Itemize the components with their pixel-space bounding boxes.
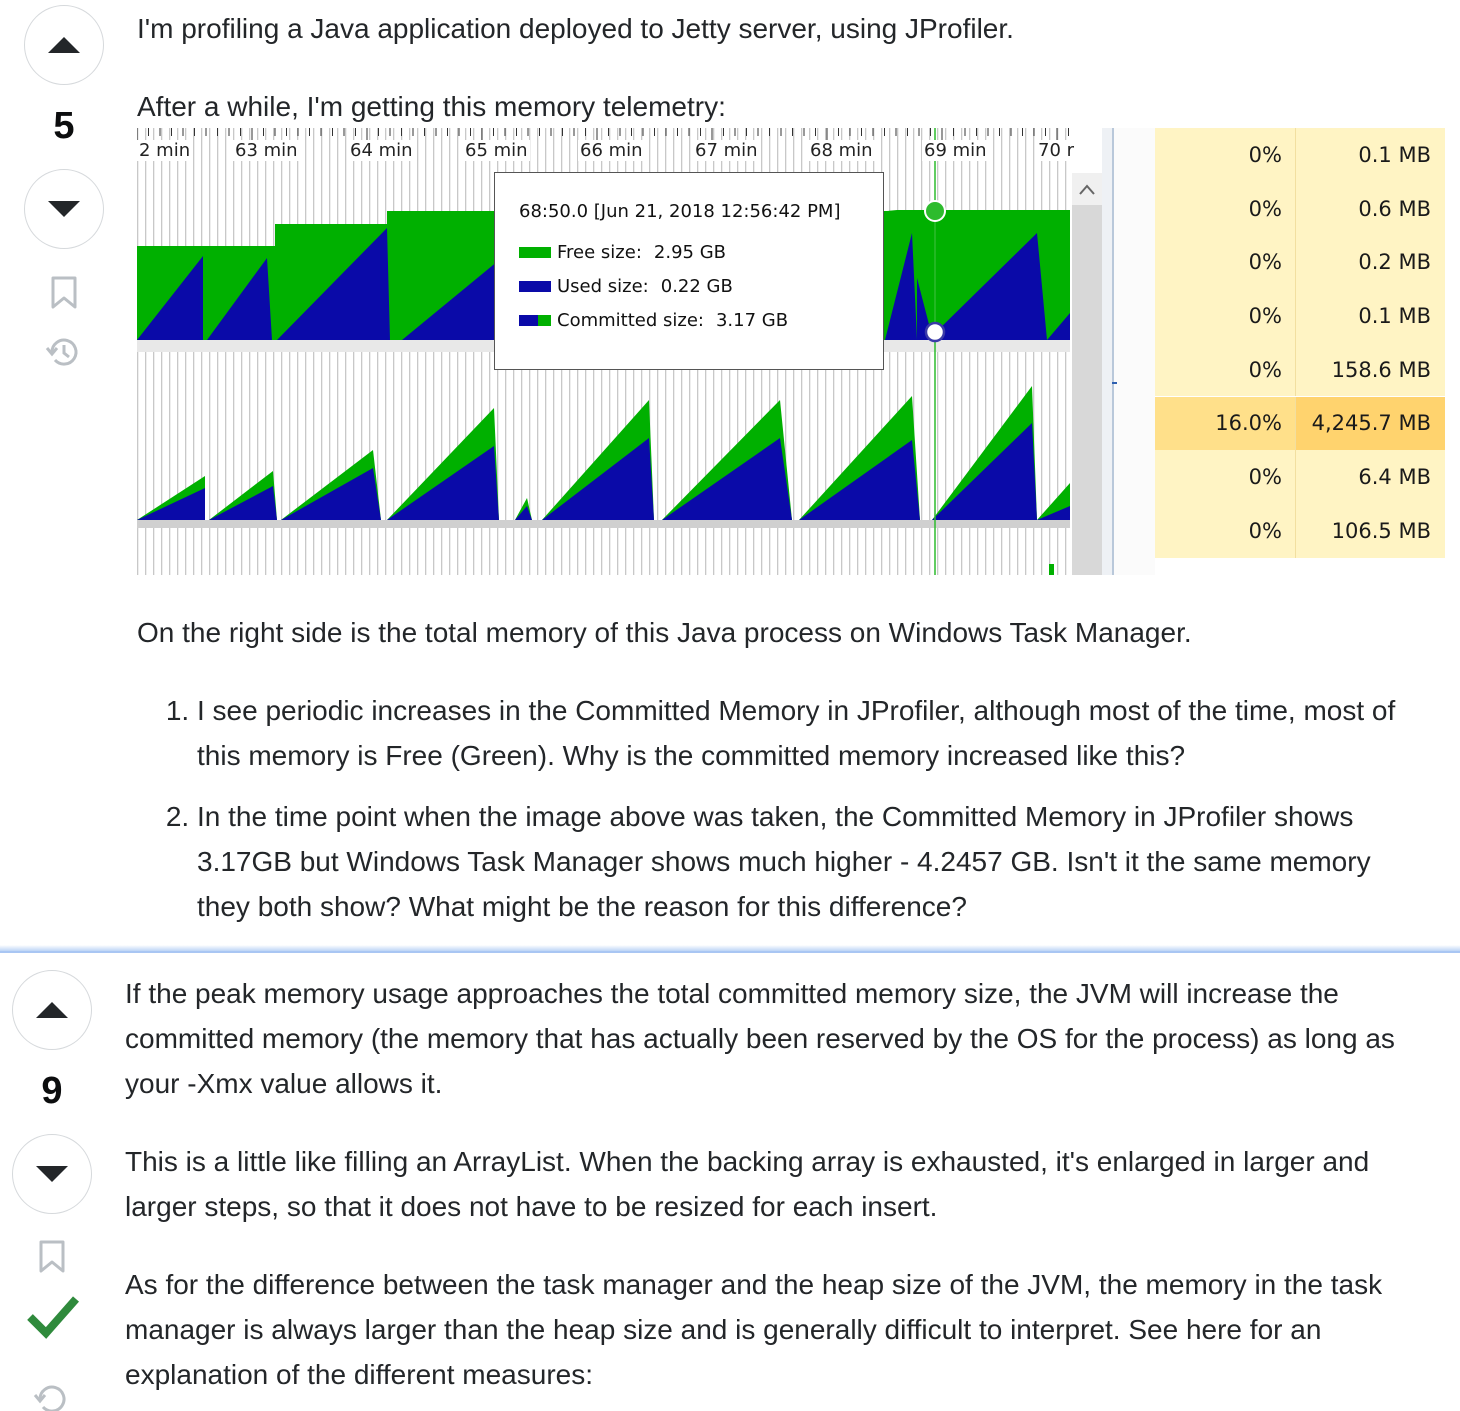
free-swatch-icon [519,247,551,258]
task-manager-row[interactable]: 0% 158.6 MB [1155,342,1445,397]
task-manager-cpu: 0% [1155,128,1295,182]
time-label: 65 min [463,140,530,161]
time-label: 68 min [808,140,875,161]
task-manager-cpu: 0% [1155,503,1295,558]
question-post: 5 I'm profiling a Java application deplo… [0,0,1460,950]
history-icon[interactable] [44,334,82,370]
time-label: 70 r [1036,140,1077,161]
question-upvote-button[interactable] [24,5,104,85]
post-divider [0,945,1460,953]
task-manager-columns: 0% 0.1 MB 0% 0.6 MB 0% 0.2 MB 0% 0.1 MB 0% 158.6 … [1155,128,1445,575]
task-manager-memory: 0.6 MB [1295,181,1445,236]
tooltip-used-label: Used size: [557,276,649,297]
bookmark-icon[interactable] [50,276,78,310]
question-paragraph-3: On the right side is the total memory of… [137,617,1192,648]
answer-paragraph-2: This is a little like filling an ArrayLi… [125,1146,1370,1222]
tooltip-used-value: 0.22 GB [660,276,733,297]
tooltip-committed-value: 3.17 GB [715,310,789,331]
task-manager-row[interactable]: 0% 0.6 MB [1155,181,1445,236]
task-manager-row[interactable]: 0% 106.5 MB [1155,503,1445,558]
time-label: 67 min [693,140,760,161]
answer-post: 9 If the peak memory usage approaches th… [0,953,1460,1411]
question-list-item-2: In the time point when the image above w… [197,794,1427,929]
time-label: 66 min [578,140,645,161]
question-paragraph-2: After a while, I'm getting this memory t… [137,91,726,122]
task-manager-row[interactable]: 0% 6.4 MB [1155,450,1445,504]
task-manager-memory: 4,245.7 MB [1295,396,1445,451]
task-manager-cpu: 16.0% [1155,396,1295,451]
tooltip-committed-label: Committed size: [557,310,704,331]
task-manager-cpu: 0% [1155,181,1295,236]
task-manager-row[interactable]: 16.0% 4,245.7 MB [1155,396,1445,451]
task-manager-row[interactable]: 0% 0.1 MB [1155,128,1445,182]
task-manager-memory: 0.2 MB [1295,235,1445,290]
task-manager-row[interactable]: 0% 0.2 MB [1155,235,1445,290]
tooltip-free-row: Free size: 2.95 GB [519,242,726,263]
time-label: 69 min [922,140,989,161]
upvote-arrow-icon [36,1002,68,1018]
history-icon[interactable] [32,1381,70,1411]
tooltip-free-label: Free size: [557,242,642,263]
question-paragraph-1: I'm profiling a Java application deploye… [137,13,1014,44]
tooltip-committed-row: Committed size: 3.17 GB [519,310,788,331]
time-label: 2 min [137,140,193,161]
tooltip-timestamp: 68:50.0 [Jun 21, 2018 12:56:42 PM] [519,201,841,222]
task-manager-memory: 6.4 MB [1295,450,1445,504]
downvote-arrow-icon [48,201,80,217]
downvote-arrow-icon [36,1166,68,1182]
upvote-arrow-icon [48,37,80,53]
tooltip-free-value: 2.95 GB [653,242,726,263]
task-manager-cpu: 0% [1155,342,1295,397]
task-manager-cpu: 0% [1155,450,1295,504]
task-manager-memory: 0.1 MB [1295,289,1445,343]
answer-paragraph-3: As for the difference between the task m… [125,1269,1383,1390]
used-swatch-icon [519,281,551,292]
tooltip-used-row: Used size: 0.22 GB [519,276,733,297]
task-manager-row[interactable]: 0% 0.1 MB [1155,289,1445,343]
accepted-checkmark-icon [27,1296,79,1339]
answer-score: 9 [41,1070,63,1112]
task-manager-cpu: 0% [1155,289,1295,343]
task-manager-memory: 158.6 MB [1295,342,1445,397]
committed-swatch-icon [519,315,551,326]
time-label: 64 min [348,140,415,161]
memory-tooltip: 68:50.0 [Jun 21, 2018 12:56:42 PM] Free … [494,172,884,370]
task-manager-cpu: 0% [1155,235,1295,290]
task-manager-memory: 0.1 MB [1295,128,1445,182]
question-score: 5 [53,105,75,147]
question-downvote-button[interactable] [24,169,104,249]
task-manager-memory: 106.5 MB [1295,503,1445,558]
answer-upvote-button[interactable] [12,970,92,1050]
bookmark-icon[interactable] [38,1240,66,1274]
answer-downvote-button[interactable] [12,1134,92,1214]
question-list: I see periodic increases in the Committe… [137,688,1427,945]
question-list-item-1: I see periodic increases in the Committe… [197,688,1427,778]
time-label: 63 min [233,140,300,161]
answer-paragraph-1: If the peak memory usage approaches the … [125,978,1395,1099]
